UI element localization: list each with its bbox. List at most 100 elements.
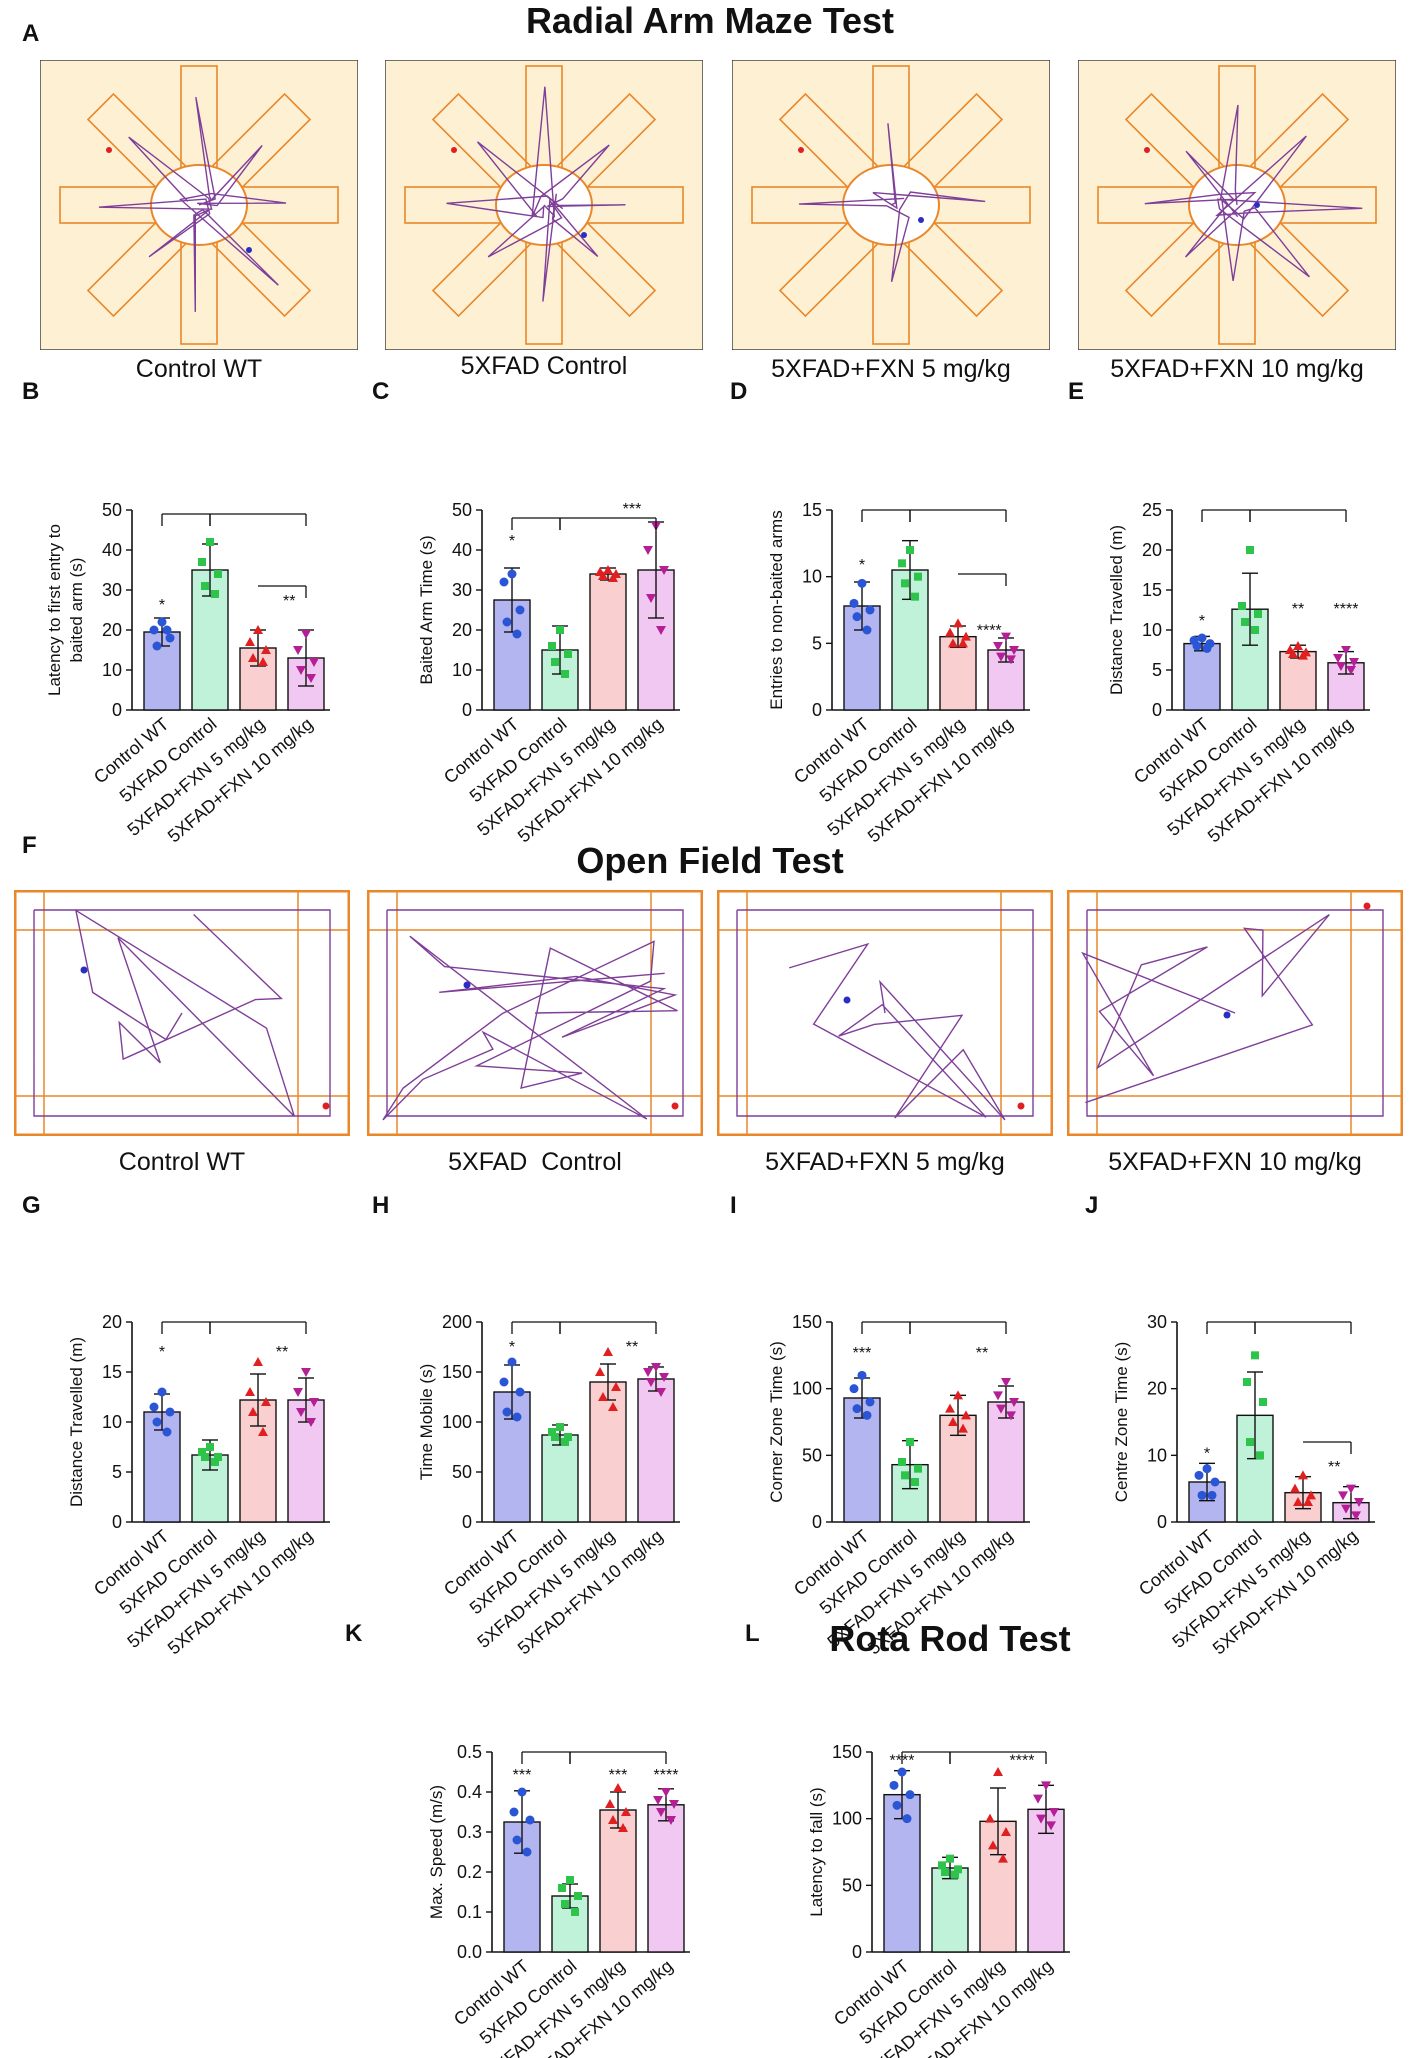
radial-label-5xfad-control: 5XFAD Control <box>460 352 628 380</box>
data-point <box>862 625 872 635</box>
data-point <box>857 578 867 588</box>
panel-letter-c: C <box>372 378 390 405</box>
significance-label: ** <box>276 1344 288 1361</box>
y-tick-label: 0 <box>812 1512 822 1532</box>
data-point <box>1298 650 1308 660</box>
open-field-track-5xfad-control <box>367 890 703 1136</box>
data-point <box>897 1767 907 1777</box>
data-point <box>605 1799 615 1808</box>
y-tick-label: 10 <box>802 567 822 587</box>
data-point <box>306 1418 316 1427</box>
end-dot <box>581 232 587 238</box>
data-point <box>1351 1511 1361 1521</box>
start-dot <box>1017 1102 1025 1110</box>
data-point <box>1246 546 1254 554</box>
panel-letter-h: H <box>372 1192 390 1219</box>
data-point <box>1333 654 1343 663</box>
data-point <box>911 592 919 601</box>
data-point <box>1033 1794 1043 1804</box>
y-tick-label: 40 <box>452 540 472 560</box>
y-axis-label: Latency to fall (s) <box>807 1787 826 1916</box>
data-point <box>1346 666 1356 675</box>
data-point <box>525 1815 535 1825</box>
data-point <box>1243 1378 1251 1386</box>
data-point <box>669 1800 679 1809</box>
data-point <box>1197 1490 1207 1500</box>
significance-label: * <box>509 533 515 550</box>
data-point <box>165 1407 175 1417</box>
data-point <box>643 546 653 555</box>
data-point <box>1009 1398 1019 1407</box>
data-point <box>556 626 564 634</box>
y-tick-label: 10 <box>1147 1445 1167 1465</box>
data-point <box>1290 1483 1300 1493</box>
data-point <box>157 1387 167 1397</box>
y-axis-label: Distance Travelled (m) <box>1107 525 1126 695</box>
significance-label: * <box>1204 1446 1210 1463</box>
data-point <box>1241 618 1249 626</box>
significance-label: **** <box>890 1752 915 1769</box>
data-point <box>301 1368 311 1377</box>
y-tick-label: 50 <box>452 1462 472 1482</box>
data-point <box>512 1835 522 1845</box>
y-axis-label: Centre Zone Time (s) <box>1112 1342 1131 1503</box>
y-tick-label: 40 <box>102 540 122 560</box>
movement-path <box>736 909 1034 1121</box>
data-point <box>301 630 311 639</box>
data-point <box>201 1453 209 1461</box>
significance-label: ** <box>976 1345 988 1362</box>
data-point <box>499 1377 509 1387</box>
data-point <box>996 652 1006 662</box>
data-point <box>258 657 268 666</box>
data-point <box>898 1458 906 1466</box>
data-point <box>902 1814 912 1824</box>
open-field-title: Open Field Test <box>576 840 844 881</box>
data-point <box>608 1402 618 1411</box>
data-point <box>248 1407 258 1416</box>
bar <box>637 1378 675 1523</box>
data-point <box>849 1384 859 1394</box>
y-tick-label: 100 <box>792 1379 822 1399</box>
data-point <box>502 617 512 627</box>
significance-label: *** <box>513 1767 532 1784</box>
significance-label: ** <box>626 1339 638 1356</box>
data-point <box>643 1368 653 1377</box>
y-tick-label: 20 <box>452 620 472 640</box>
y-axis-label: Latency to first entry to <box>45 524 64 696</box>
rota-rod-title: Rota Rod Test <box>829 1618 1071 1659</box>
data-point <box>1349 658 1359 667</box>
data-point <box>598 571 608 580</box>
data-point <box>892 1800 902 1810</box>
data-point <box>306 674 316 683</box>
data-point <box>245 637 255 646</box>
data-point <box>561 1900 569 1908</box>
data-point <box>953 618 963 628</box>
data-point <box>261 1397 271 1406</box>
bar <box>541 1434 579 1523</box>
significance-label: ** <box>1292 601 1304 618</box>
data-point <box>261 645 271 654</box>
data-point <box>1341 646 1351 655</box>
data-point <box>1303 1497 1313 1506</box>
data-point <box>515 605 525 615</box>
data-point <box>613 1783 623 1792</box>
y-axis-label: baited arm (s) <box>67 558 86 663</box>
end-dot <box>80 966 88 974</box>
y-axis-label: Max. Speed (m/s) <box>427 1785 446 1919</box>
data-point <box>561 1438 569 1446</box>
data-point <box>157 617 167 627</box>
panel-letter-e: E <box>1068 378 1085 405</box>
data-point <box>1251 626 1259 634</box>
data-point <box>621 1807 631 1816</box>
data-point <box>849 598 859 608</box>
data-point <box>961 1410 971 1420</box>
radial-maze-track-5xfad-control <box>385 60 703 350</box>
y-tick-label: 10 <box>102 1412 122 1432</box>
y-tick-label: 0.4 <box>457 1782 482 1802</box>
data-point <box>954 1865 962 1874</box>
y-axis-label: Entries to non-baited arms <box>767 510 786 709</box>
radial-label-fxn-5: 5XFAD+FXN 5 mg/kg <box>771 355 1011 383</box>
